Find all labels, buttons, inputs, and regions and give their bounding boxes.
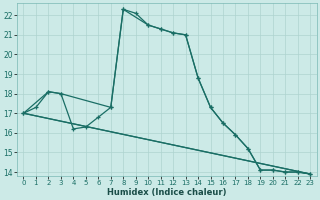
X-axis label: Humidex (Indice chaleur): Humidex (Indice chaleur) [107, 188, 227, 197]
